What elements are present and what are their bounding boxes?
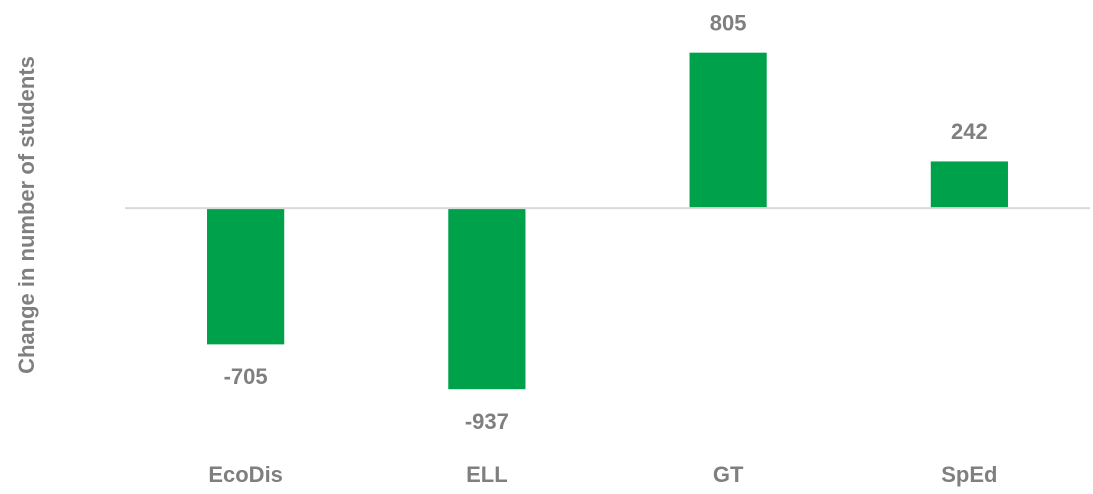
data-label: -705 bbox=[224, 364, 268, 389]
x-tick-label: GT bbox=[713, 462, 744, 487]
x-tick-label: ELL bbox=[466, 462, 508, 487]
bar bbox=[930, 161, 1008, 209]
x-tick-label: SpEd bbox=[941, 462, 997, 487]
bar bbox=[689, 52, 767, 209]
bar bbox=[207, 208, 285, 345]
data-label: 805 bbox=[710, 10, 747, 35]
data-label: -937 bbox=[465, 409, 509, 434]
bar bbox=[448, 208, 526, 390]
y-axis-label: Change in number of students bbox=[14, 56, 39, 374]
x-tick-label: EcoDis bbox=[208, 462, 283, 487]
data-label: 242 bbox=[951, 119, 988, 144]
